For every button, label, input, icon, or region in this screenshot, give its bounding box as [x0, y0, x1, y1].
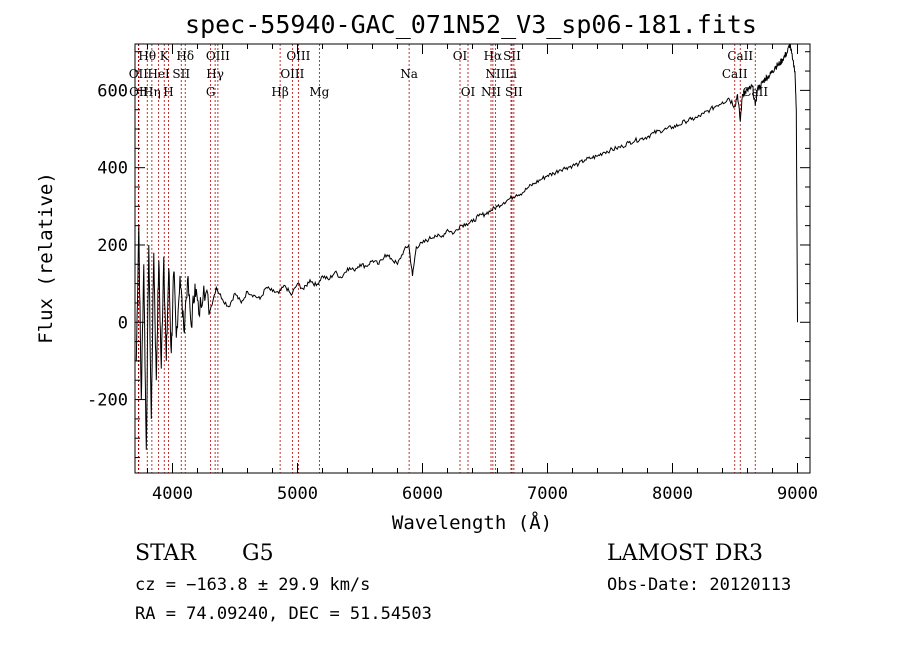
marker-label-21: G	[206, 85, 216, 99]
marker-label-14: Na	[400, 67, 418, 81]
x-tick-label-2: 6000	[402, 484, 443, 504]
y-tick-label-3: 400	[97, 159, 128, 179]
marker-label-0: Hθ	[138, 49, 156, 63]
marker-label-1: K	[160, 49, 170, 63]
y-axis: -200 0 200 400 600	[87, 51, 810, 459]
y-tick-label-2: 200	[97, 236, 128, 256]
marker-label-18: OII	[129, 85, 149, 99]
marker-label-19: Hη	[143, 85, 161, 99]
marker-label-11: SII	[172, 67, 190, 81]
redshift-cz: cz = −163.8 ± 29.9 km/s	[135, 575, 370, 595]
marker-label-26: SII	[505, 85, 523, 99]
marker-label-23: Mg	[309, 85, 329, 99]
y-tick-label-4: 600	[97, 81, 128, 101]
marker-label-24: OI	[461, 85, 476, 99]
coordinates: RA = 74.09240, DEC = 51.54503	[135, 604, 432, 624]
subclass: G5	[242, 541, 274, 566]
x-axis-label: Wavelength (Å)	[392, 511, 552, 534]
object-class: STAR	[135, 541, 197, 566]
obs-date: Obs-Date: 20120113	[607, 575, 791, 595]
x-tick-label-3: 7000	[527, 484, 568, 504]
chart-title: spec-55940-GAC_071N52_V3_sp06-181.fits	[185, 10, 757, 39]
marker-label-20: H	[163, 85, 173, 99]
x-tick-label-1: 5000	[277, 484, 318, 504]
x-tick-label-4: 8000	[652, 484, 693, 504]
marker-label-12: Hγ	[206, 67, 224, 81]
marker-label-22: Hβ	[271, 85, 288, 99]
y-tick-label-1: 0	[118, 313, 128, 333]
marker-label-15: NII	[485, 67, 505, 81]
marker-label-4: OIII	[286, 49, 310, 63]
marker-label-6: Hα	[484, 49, 503, 63]
marker-label-17: CaII	[722, 67, 748, 81]
marker-label-2: Hδ	[176, 49, 194, 63]
marker-label-25: NII	[481, 85, 501, 99]
x-tick-label-5: 9000	[777, 484, 818, 504]
marker-label-7: SII	[503, 49, 521, 63]
marker-label-16: Li	[505, 67, 517, 81]
marker-label-10: HeI	[147, 67, 170, 81]
plot-frame	[134, 43, 811, 474]
marker-label-13: OIII	[280, 67, 304, 81]
marker-label-5: OI	[453, 49, 468, 63]
marker-label-3: OIII	[206, 49, 230, 63]
x-axis: 4000 5000 6000 7000 8000 9000	[147, 44, 818, 504]
y-tick-label-0: -200	[87, 391, 128, 411]
y-axis-label: Flux (relative)	[35, 172, 57, 344]
x-tick-label-0: 4000	[152, 484, 193, 504]
survey-name: LAMOST DR3	[607, 541, 763, 566]
marker-label-8: CaII	[727, 49, 753, 63]
spectrum-line	[135, 44, 798, 450]
